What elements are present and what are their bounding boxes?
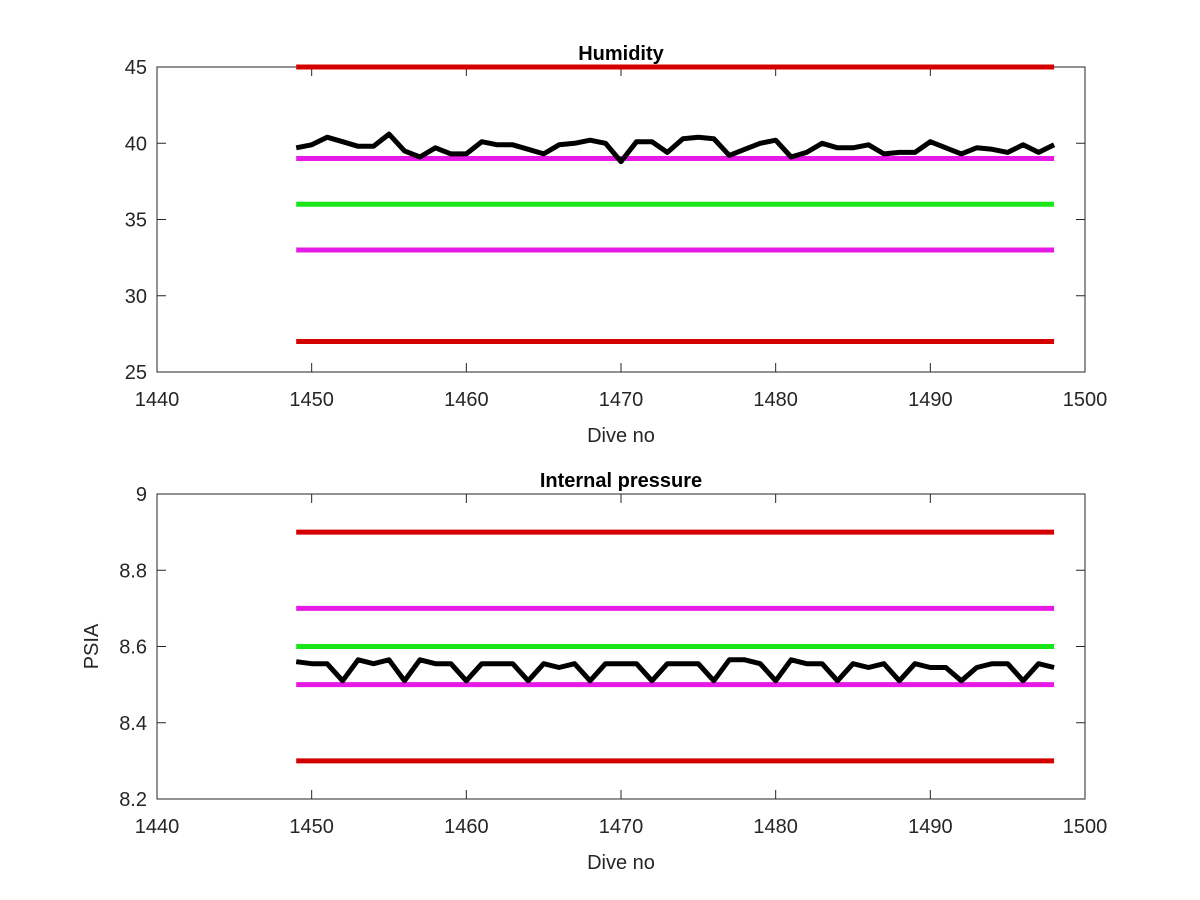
pressure-xtick-label: 1470 xyxy=(599,816,644,838)
humidity-series-line-5 xyxy=(295,131,1056,165)
humidity-ytick-label: 40 xyxy=(125,133,147,155)
humidity-xtick-label: 1490 xyxy=(908,389,953,411)
humidity-ytick-label: 35 xyxy=(125,210,147,232)
humidity-xtick-label: 1460 xyxy=(444,389,489,411)
humidity-xtick-label: 1450 xyxy=(289,389,334,411)
pressure-xtick-label: 1490 xyxy=(908,816,953,838)
humidity-xtick-label: 1440 xyxy=(135,389,180,411)
humidity-chart-title: Humidity xyxy=(578,43,664,65)
pressure-xtick-label: 1500 xyxy=(1063,816,1108,838)
humidity-xtick-label: 1480 xyxy=(753,389,798,411)
pressure-xtick-label: 1460 xyxy=(444,816,489,838)
pressure-ytick-label: 8.4 xyxy=(119,713,147,735)
pressure-y-axis-label: PSIA xyxy=(81,623,103,669)
humidity-ytick-label: 45 xyxy=(125,57,147,79)
pressure-ytick-label: 8.2 xyxy=(119,789,147,811)
pressure-ytick-label: 8.6 xyxy=(119,637,147,659)
humidity-axes-frame xyxy=(156,66,1086,373)
humidity-ytick-label: 30 xyxy=(125,286,147,308)
humidity-xtick-label: 1500 xyxy=(1063,389,1108,411)
pressure-ytick-label: 8.8 xyxy=(119,560,147,582)
pressure-xtick-label: 1480 xyxy=(753,816,798,838)
humidity-ytick-label: 25 xyxy=(125,362,147,384)
humidity-x-axis-label: Dive no xyxy=(587,425,655,447)
humidity-xtick-label: 1470 xyxy=(599,389,644,411)
pressure-xtick-label: 1450 xyxy=(289,816,334,838)
pressure-series-line-5 xyxy=(295,657,1055,684)
pressure-chart-title: Internal pressure xyxy=(540,470,702,492)
pressure-ytick-label: 9 xyxy=(136,484,147,506)
pressure-xtick-label: 1440 xyxy=(135,816,180,838)
pressure-x-axis-label: Dive no xyxy=(587,852,655,874)
